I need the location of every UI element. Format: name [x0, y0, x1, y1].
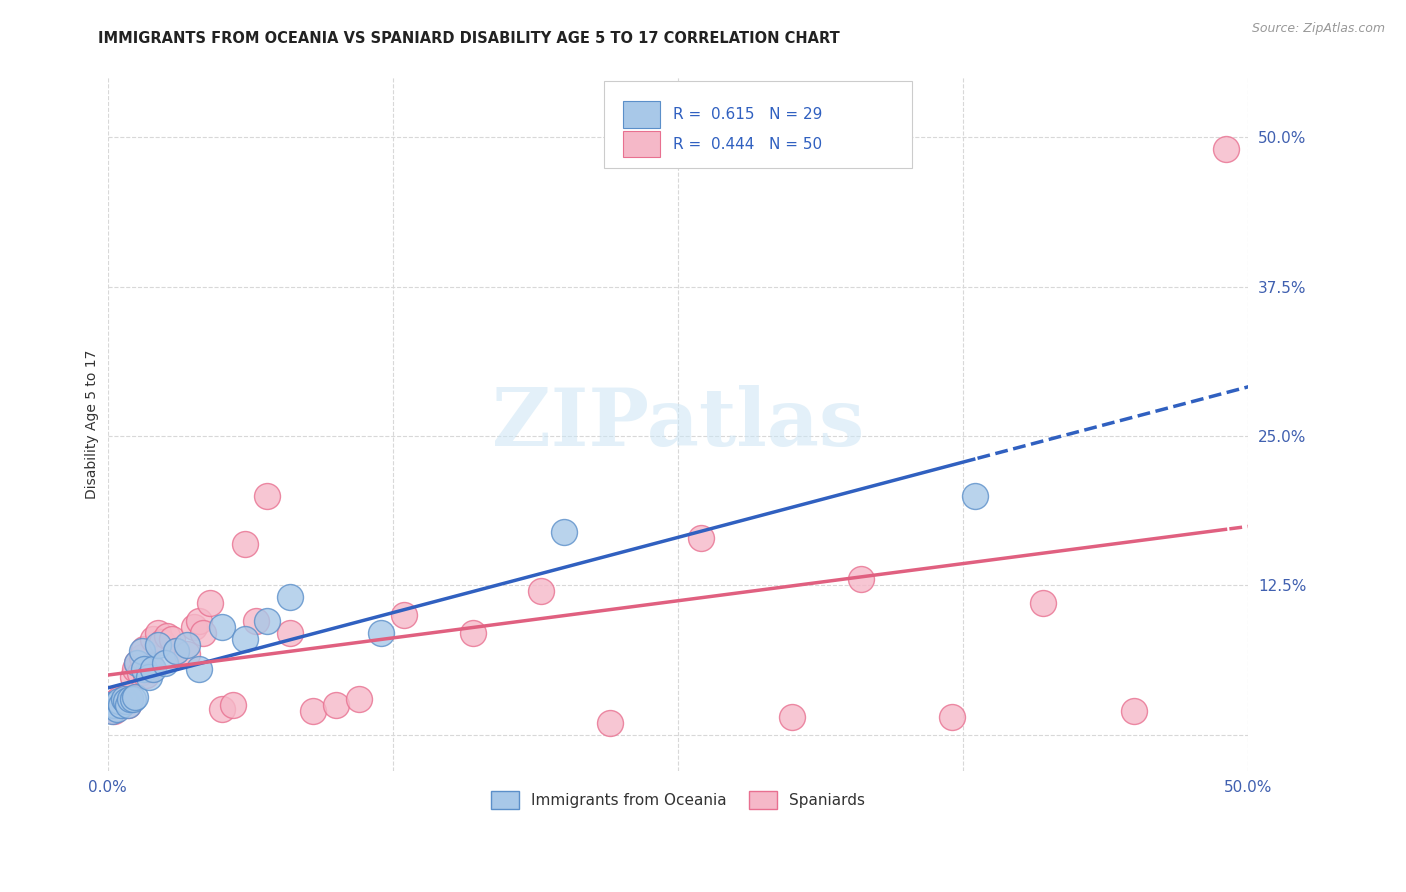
Point [222, 698, 245, 712]
Point [278, 626, 301, 640]
Point [142, 662, 165, 676]
Text: IMMIGRANTS FROM OCEANIA VS SPANIARD DISABILITY AGE 5 TO 17 CORRELATION CHART: IMMIGRANTS FROM OCEANIA VS SPANIARD DISA… [98, 31, 841, 46]
Point [233, 536, 256, 550]
Point [211, 701, 233, 715]
Point [142, 632, 165, 647]
Point [200, 596, 222, 610]
Point [135, 668, 157, 682]
Point [115, 694, 138, 708]
Point [131, 650, 153, 665]
Point [176, 647, 198, 661]
Point [127, 656, 149, 670]
Point [138, 670, 160, 684]
Bar [623, 131, 659, 157]
Point [110, 698, 132, 712]
Point [193, 626, 215, 640]
Text: R =  0.615   N = 29: R = 0.615 N = 29 [673, 107, 823, 122]
Point [211, 620, 233, 634]
Point [187, 662, 209, 676]
Point [98, 698, 121, 712]
Point [120, 692, 142, 706]
Point [160, 632, 183, 647]
Point [124, 690, 146, 704]
Point [124, 662, 146, 676]
Point [689, 531, 711, 545]
Point [153, 656, 176, 670]
Point [127, 656, 149, 670]
Point [128, 665, 150, 680]
Point [105, 694, 128, 708]
Point [110, 698, 132, 712]
Point [131, 644, 153, 658]
Point [1215, 142, 1237, 156]
Point [101, 704, 124, 718]
Point [245, 615, 267, 629]
Point [278, 591, 301, 605]
Point [121, 670, 143, 684]
Text: ZIPatlas: ZIPatlas [492, 385, 865, 463]
Point [1032, 596, 1054, 610]
Text: Source: ZipAtlas.com: Source: ZipAtlas.com [1251, 22, 1385, 36]
Point [780, 710, 803, 724]
Point [120, 692, 142, 706]
Point [187, 615, 209, 629]
Point [963, 489, 986, 503]
Point [139, 658, 162, 673]
Legend: Immigrants from Oceania, Spaniards: Immigrants from Oceania, Spaniards [485, 785, 872, 815]
Bar [623, 102, 659, 128]
Point [146, 626, 169, 640]
Point [112, 694, 135, 708]
Point [156, 629, 179, 643]
Point [849, 573, 872, 587]
Point [176, 638, 198, 652]
Point [117, 698, 139, 712]
Point [115, 690, 138, 704]
Point [112, 692, 135, 706]
Point [256, 489, 278, 503]
Point [599, 715, 621, 730]
Point [256, 615, 278, 629]
Y-axis label: Disability Age 5 to 17: Disability Age 5 to 17 [86, 350, 100, 499]
Point [302, 704, 325, 718]
Point [108, 692, 131, 706]
Point [108, 694, 131, 708]
Point [233, 632, 256, 647]
Point [98, 698, 121, 712]
Point [553, 524, 575, 539]
Point [117, 698, 139, 712]
Point [105, 701, 128, 715]
Point [325, 698, 347, 712]
Point [103, 698, 125, 712]
Point [183, 620, 205, 634]
Point [134, 662, 156, 676]
Point [461, 626, 484, 640]
Point [150, 634, 173, 648]
Point [370, 626, 392, 640]
Point [1123, 704, 1146, 718]
Point [138, 662, 160, 676]
Point [941, 710, 963, 724]
Point [530, 584, 553, 599]
Point [165, 644, 187, 658]
Text: R =  0.444   N = 50: R = 0.444 N = 50 [673, 136, 823, 152]
Point [103, 704, 125, 718]
Point [101, 701, 124, 715]
Point [134, 641, 156, 656]
Point [347, 692, 370, 706]
Point [165, 644, 187, 658]
Point [146, 638, 169, 652]
FancyBboxPatch shape [603, 81, 912, 168]
Point [394, 608, 416, 623]
Point [121, 692, 143, 706]
